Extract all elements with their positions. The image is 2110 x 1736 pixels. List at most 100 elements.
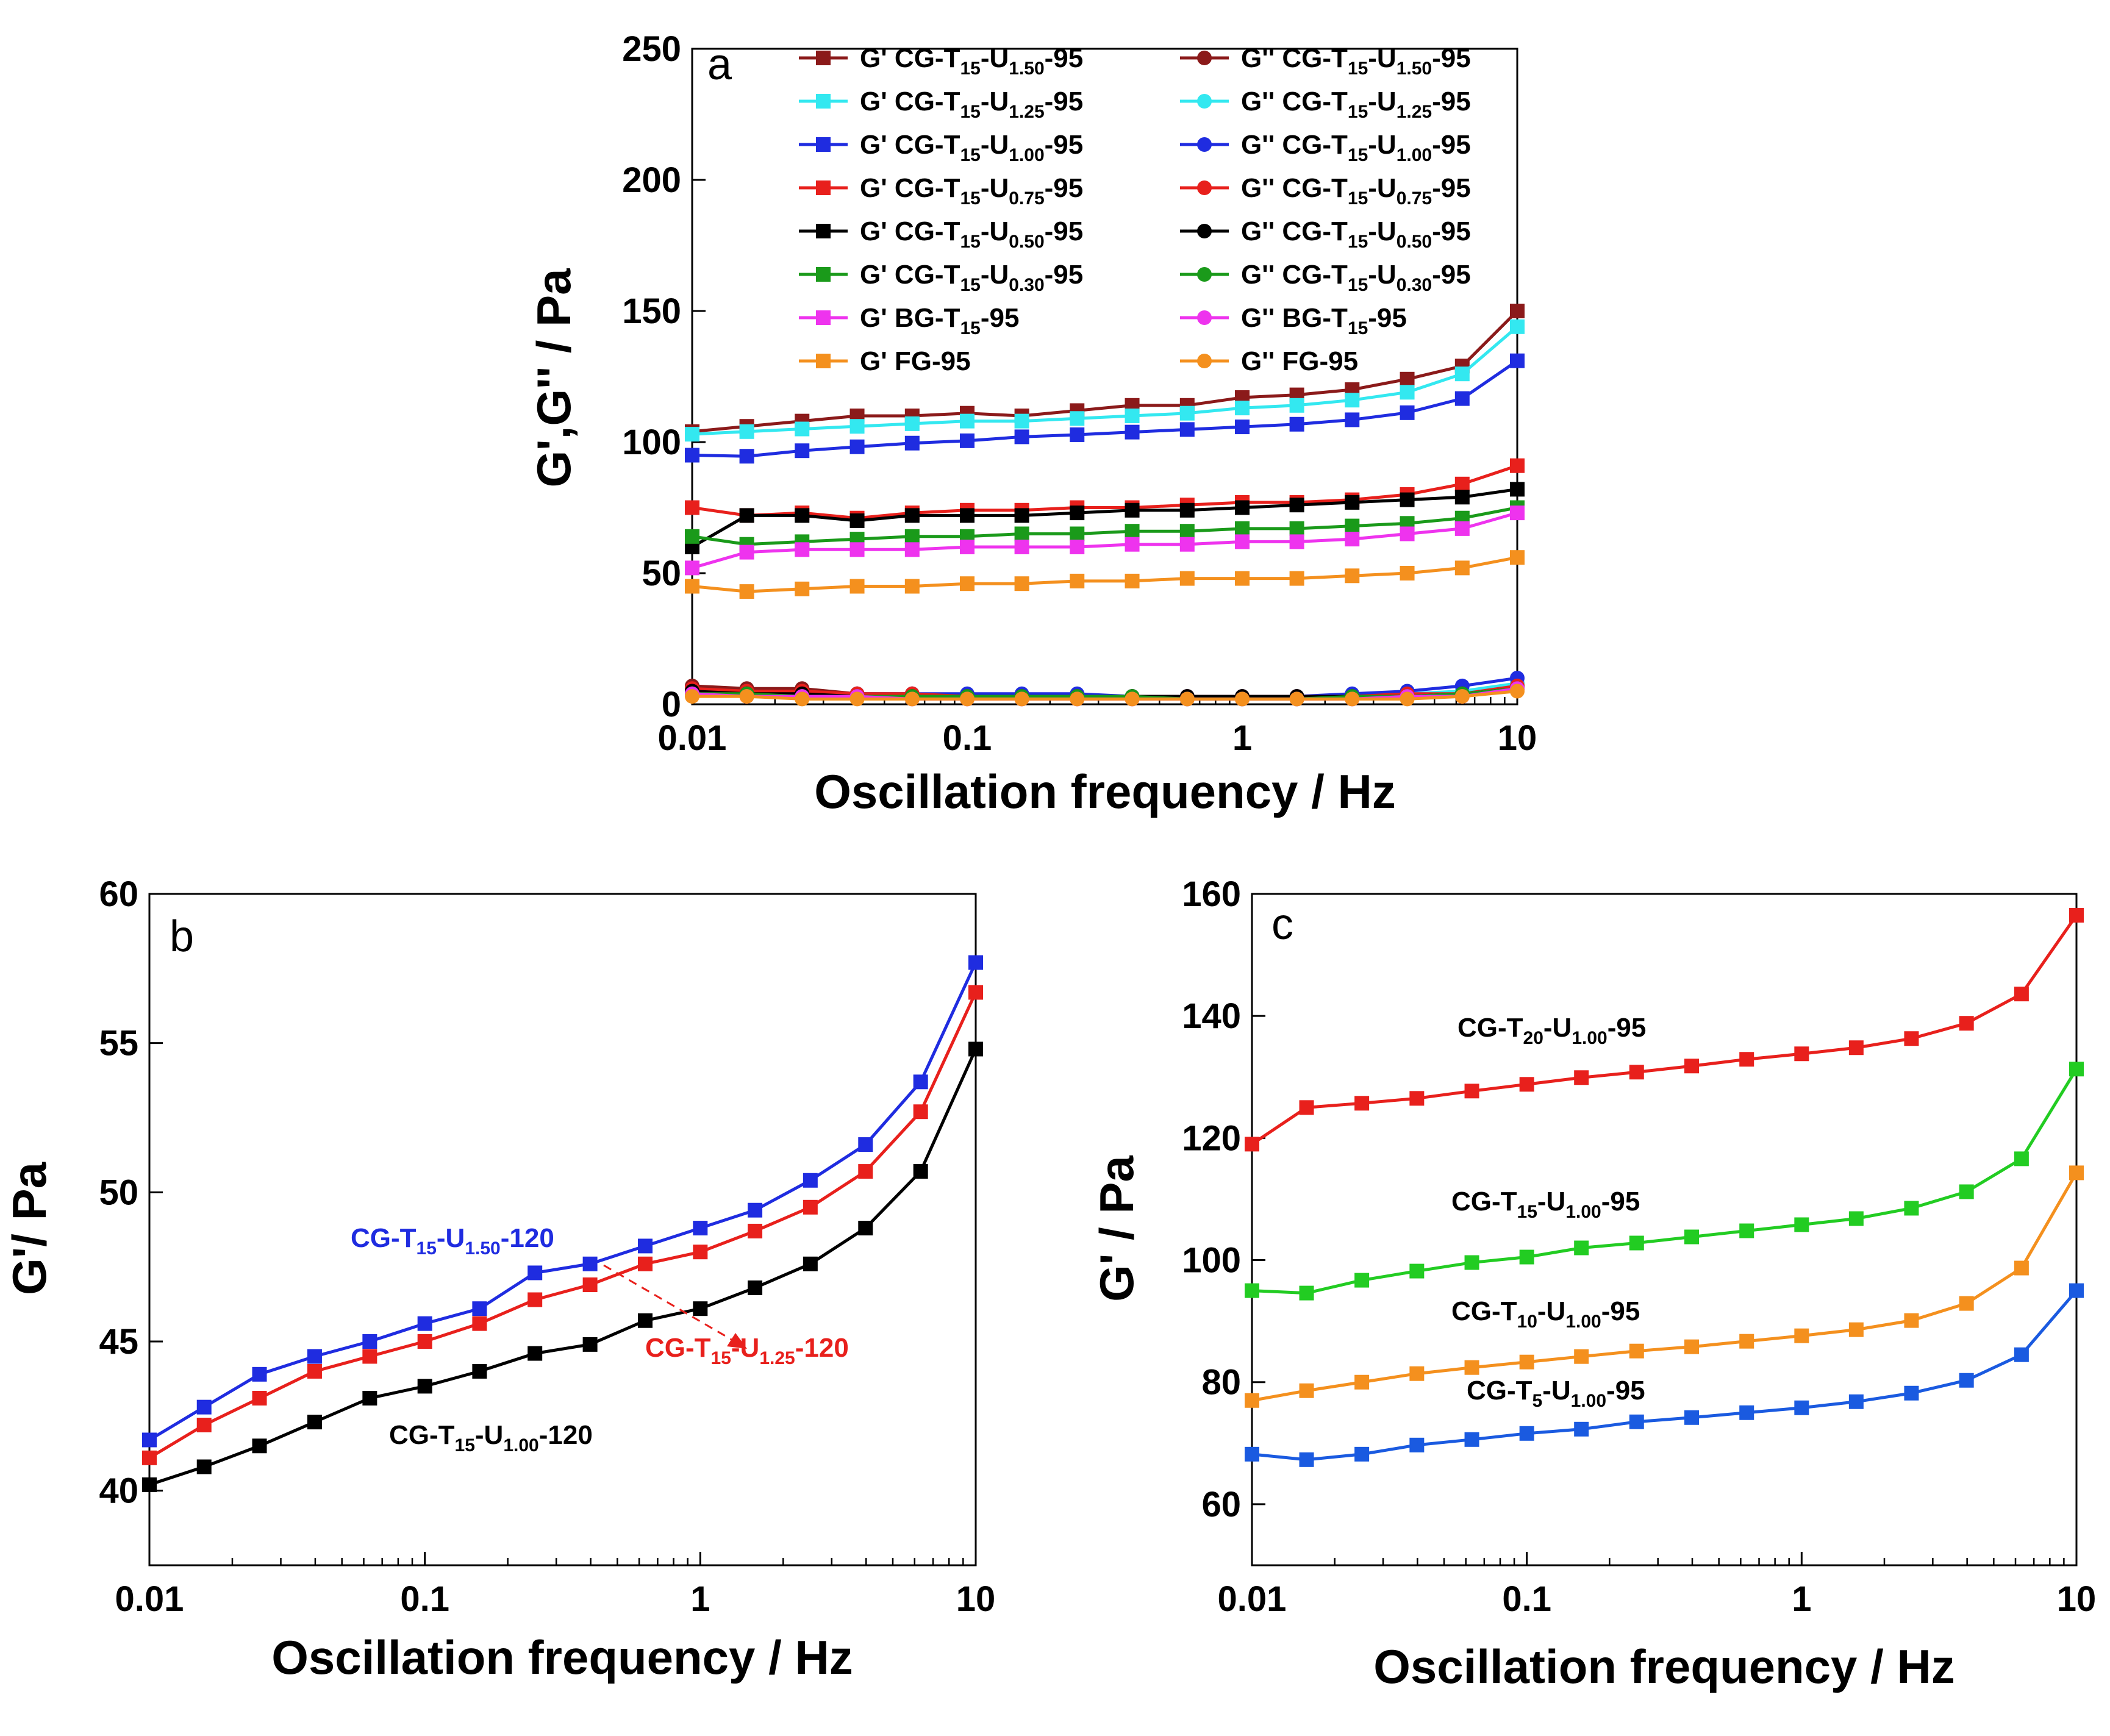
data-point xyxy=(582,1277,598,1293)
data-point xyxy=(362,1334,377,1349)
data-point xyxy=(849,542,865,557)
data-point xyxy=(904,542,920,557)
legend-marker xyxy=(816,51,831,65)
x-tick-label: 1 xyxy=(1792,1579,1811,1619)
data-point xyxy=(1794,1217,1809,1232)
data-point xyxy=(1235,571,1250,586)
data-point xyxy=(960,433,975,448)
label-part: -U xyxy=(981,260,1009,290)
label-subscript: 15 xyxy=(960,318,980,338)
label-subscript: 0.50 xyxy=(1397,232,1432,252)
data-point xyxy=(1179,524,1195,539)
data-point xyxy=(252,1438,267,1454)
legend-label: G'' FG-95 xyxy=(1241,346,1358,376)
label-part: -120 xyxy=(501,1223,554,1253)
data-point xyxy=(1629,1235,1644,1251)
data-point xyxy=(582,1337,598,1352)
data-point xyxy=(904,508,920,523)
legend-label: G' CG-T15-U0.50-95 xyxy=(860,216,1083,252)
series-line xyxy=(148,991,978,1459)
data-point xyxy=(1345,412,1360,427)
label-subscript: 15 xyxy=(960,102,980,122)
label-part: G' CG-T xyxy=(860,130,960,160)
data-point xyxy=(472,1301,487,1316)
label-subscript: 1.00 xyxy=(1572,1028,1607,1048)
data-point xyxy=(1179,422,1195,437)
data-point xyxy=(1904,1385,1919,1401)
data-point xyxy=(1289,691,1304,707)
y-axis-title: G',G'' / Pa xyxy=(527,268,581,488)
data-point xyxy=(1014,508,1029,523)
data-point xyxy=(795,581,810,596)
data-point xyxy=(1409,1263,1425,1279)
label-subscript: 15 xyxy=(1348,188,1368,209)
series-line xyxy=(692,310,1518,434)
label-subscript: 15 xyxy=(455,1435,475,1456)
label-subscript: 15 xyxy=(960,145,980,165)
legend-label: G'' BG-T15-95 xyxy=(1241,303,1407,338)
label-subscript: 15 xyxy=(711,1348,731,1368)
data-point xyxy=(1684,1339,1700,1354)
label-part: G'' CG-T xyxy=(1241,130,1348,160)
label-part: G'' FG-95 xyxy=(1241,346,1358,376)
data-point xyxy=(739,449,754,464)
data-point xyxy=(693,1301,708,1316)
data-point xyxy=(858,1164,873,1179)
panel-letter: a xyxy=(707,40,732,89)
label-subscript: 1.25 xyxy=(759,1348,795,1368)
label-subscript: 15 xyxy=(417,1238,437,1259)
series-1 xyxy=(1245,908,2084,1152)
data-point xyxy=(685,529,699,544)
data-point xyxy=(252,1366,267,1382)
label-subscript: 15 xyxy=(1348,232,1368,252)
data-point xyxy=(795,443,810,459)
data-point xyxy=(1739,1334,1754,1349)
label-part: -95 xyxy=(1601,1296,1640,1326)
legend-marker xyxy=(1197,310,1212,325)
legend-label: G' CG-T15-U1.00-95 xyxy=(860,130,1083,165)
data-point xyxy=(795,421,810,437)
data-point xyxy=(795,691,810,707)
data-point xyxy=(1400,371,1415,387)
data-point xyxy=(685,448,699,463)
data-point xyxy=(2069,908,2084,923)
data-point xyxy=(693,1245,708,1260)
data-point xyxy=(1454,689,1470,704)
data-point xyxy=(1464,1255,1479,1270)
series-3 xyxy=(1245,1165,2084,1408)
label-part: G' CG-T xyxy=(860,216,960,246)
data-point xyxy=(685,500,699,515)
data-point xyxy=(1794,1328,1809,1343)
series-line xyxy=(692,555,1518,593)
data-point xyxy=(960,508,975,523)
data-point xyxy=(1574,1240,1589,1256)
series-2 xyxy=(142,985,983,1465)
data-point xyxy=(1125,524,1140,539)
data-point xyxy=(1400,385,1415,400)
label-subscript: 5 xyxy=(1532,1391,1543,1411)
label-part: -U xyxy=(1543,1013,1572,1043)
x-tick-label: 0.1 xyxy=(943,718,992,758)
label-part: -U xyxy=(1368,173,1396,203)
y-tick-label: 0 xyxy=(662,685,681,724)
data-point xyxy=(1510,458,1525,473)
data-point xyxy=(1345,495,1360,510)
data-point xyxy=(1354,1273,1370,1288)
data-point xyxy=(528,1346,543,1361)
data-point xyxy=(1289,521,1304,536)
x-axis-title: Oscillation frequency / Hz xyxy=(271,1631,853,1684)
data-point xyxy=(968,955,983,970)
data-point xyxy=(1464,1360,1479,1375)
data-point xyxy=(1400,405,1415,420)
data-point xyxy=(1299,1383,1314,1398)
data-point xyxy=(849,579,865,594)
data-point xyxy=(1070,505,1085,521)
data-point xyxy=(1519,1077,1534,1092)
data-point xyxy=(1299,1452,1314,1467)
data-point xyxy=(2069,1062,2084,1077)
label-part: -95 xyxy=(1432,87,1471,116)
data-point xyxy=(849,691,865,707)
label-subscript: 1.25 xyxy=(1397,102,1432,122)
label-subscript: 0.50 xyxy=(1009,232,1044,252)
data-point xyxy=(968,1041,983,1057)
